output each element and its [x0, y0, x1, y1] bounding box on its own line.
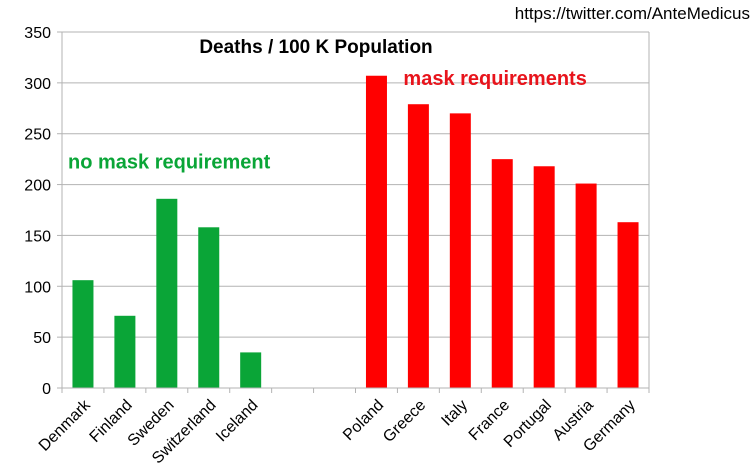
bar-finland	[114, 316, 135, 388]
bar-france	[492, 159, 513, 388]
y-tick-label: 350	[24, 25, 51, 42]
bar-portugal	[534, 166, 555, 388]
x-tick-label: Greece	[380, 397, 429, 446]
bar-switzerland	[198, 227, 219, 388]
bar-iceland	[240, 352, 261, 388]
bar-austria	[576, 184, 597, 388]
y-tick-label: 250	[24, 127, 51, 144]
y-tick-label: 100	[24, 279, 51, 296]
x-tick-label: Italy	[438, 397, 471, 430]
y-tick-label: 150	[24, 228, 51, 245]
y-tick-label: 50	[33, 330, 51, 347]
bar-sweden	[156, 199, 177, 388]
y-tick-label: 200	[24, 178, 51, 195]
annotation-label: mask requirements	[403, 68, 586, 90]
annotation-label: no mask requirement	[68, 151, 271, 173]
bar-denmark	[72, 280, 93, 388]
chart-title: Deaths / 100 K Population	[199, 37, 432, 58]
x-tick-label: Denmark	[36, 396, 95, 455]
x-tick-label: Poland	[340, 397, 387, 444]
bar-greece	[408, 104, 429, 388]
bar-italy	[450, 113, 471, 388]
bar-germany	[618, 222, 639, 388]
y-tick-label: 300	[24, 76, 51, 93]
x-tick-label: Iceland	[213, 397, 262, 446]
bar-poland	[366, 76, 387, 388]
y-tick-label: 0	[42, 381, 51, 398]
